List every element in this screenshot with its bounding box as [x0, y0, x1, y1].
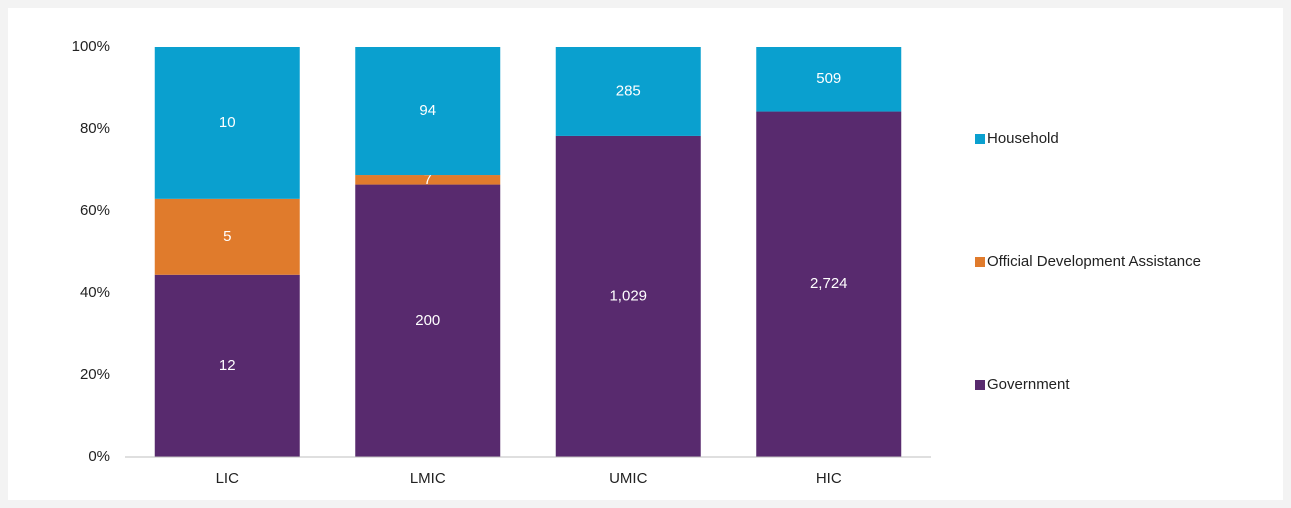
legend-label: Official Development Assistance: [987, 253, 1201, 270]
data-label: 7: [424, 171, 432, 188]
data-label: 509: [816, 70, 841, 87]
bar-segment: [355, 184, 501, 457]
bar-segment: [355, 175, 501, 185]
data-label: 200: [415, 312, 440, 329]
bar-segment: [154, 47, 300, 199]
data-label: 10: [219, 114, 236, 131]
data-label: 94: [419, 102, 436, 119]
x-tick-label: UMIC: [609, 470, 647, 487]
y-tick-label: 100%: [72, 38, 110, 55]
data-label: 285: [616, 82, 641, 99]
data-label: 1,029: [609, 287, 647, 304]
x-tick-label: HIC: [816, 470, 842, 487]
y-tick-label: 40%: [80, 284, 110, 301]
bar-segment: [756, 47, 902, 112]
bar-segment: [154, 198, 300, 275]
bar-segment: [756, 111, 902, 457]
data-label: 5: [223, 228, 231, 245]
data-label: 12: [219, 357, 236, 374]
x-tick-label: LMIC: [410, 470, 446, 487]
bar-segment: [355, 47, 501, 176]
y-tick-label: 60%: [80, 202, 110, 219]
legend-swatch: [975, 257, 985, 267]
y-tick-label: 80%: [80, 120, 110, 137]
legend-label: Household: [987, 130, 1059, 147]
data-label: 2,724: [810, 275, 848, 292]
y-tick-label: 0%: [88, 448, 110, 465]
legend-label: Government: [987, 376, 1070, 393]
y-tick-label: 20%: [80, 366, 110, 383]
bar-segment: [555, 135, 701, 457]
legend-swatch: [975, 134, 985, 144]
x-tick-label: LIC: [216, 470, 240, 487]
bar-segment: [154, 274, 300, 457]
legend-swatch: [975, 380, 985, 390]
bar-segment: [555, 47, 701, 136]
